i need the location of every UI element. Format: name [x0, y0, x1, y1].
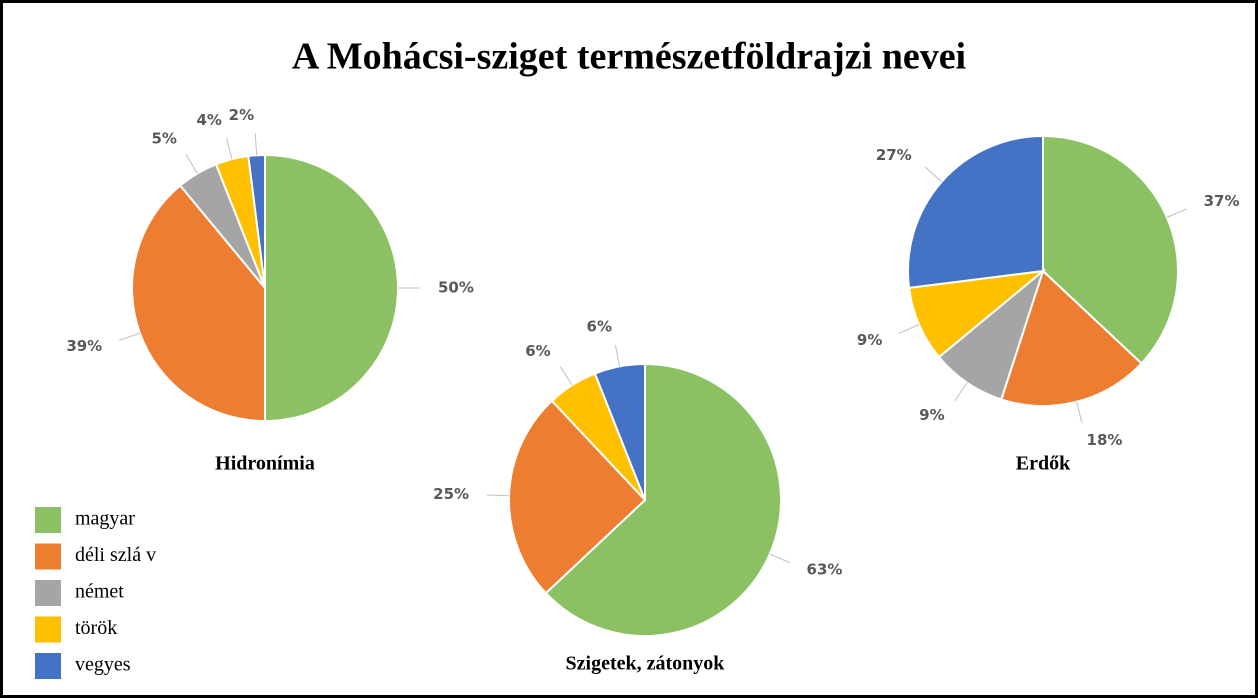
- pie-slice: [907, 134, 1044, 290]
- data-label: 2%: [229, 106, 254, 124]
- data-label: 9%: [857, 331, 882, 349]
- main-title: A Mohácsi-sziget természetföldrajzi neve…: [292, 36, 966, 78]
- leader-line: [1076, 401, 1083, 424]
- data-label: 5%: [151, 130, 176, 148]
- pie-slice: [131, 184, 266, 423]
- leader-line: [225, 137, 233, 160]
- data-label: 6%: [587, 318, 612, 336]
- leader-line: [1166, 208, 1188, 218]
- legend-swatch: [35, 580, 61, 606]
- leader-line: [118, 332, 141, 341]
- legend-swatch: [35, 653, 61, 679]
- leader-line: [924, 166, 943, 183]
- data-label: 63%: [807, 560, 843, 578]
- leader-line: [559, 366, 573, 386]
- data-label: 27%: [876, 146, 912, 164]
- leader-line: [185, 154, 198, 174]
- data-label: 50%: [438, 279, 474, 297]
- data-label: 4%: [197, 111, 222, 129]
- data-label: 6%: [525, 342, 550, 360]
- pie-title: Erdők: [1016, 453, 1071, 475]
- leader-line: [898, 324, 920, 334]
- legend-swatch: [35, 507, 61, 533]
- leader-line: [769, 553, 791, 564]
- legend-label: magyar: [75, 508, 135, 530]
- legend-swatch: [35, 543, 61, 570]
- data-label: 39%: [66, 337, 102, 355]
- pie-slice: [508, 399, 647, 595]
- legend-label: török: [75, 617, 117, 639]
- data-label: 25%: [433, 485, 469, 503]
- pie-title: Hidronímia: [215, 453, 315, 475]
- leader-line: [487, 494, 510, 497]
- pie-title: Szigetek, zátonyok: [566, 653, 726, 675]
- data-label: 9%: [919, 406, 944, 424]
- data-label: 37%: [1204, 192, 1240, 210]
- pie-slice: [1042, 134, 1179, 365]
- leader-line: [614, 344, 621, 367]
- data-label: 18%: [1087, 431, 1123, 449]
- legend-label: német: [75, 581, 124, 603]
- pie-slice: [247, 153, 266, 289]
- leader-line: [954, 382, 968, 402]
- legend-label: déli szlá v: [75, 544, 156, 566]
- legend-swatch: [35, 616, 61, 643]
- legend-label: vegyes: [75, 654, 131, 676]
- leader-line: [254, 133, 258, 156]
